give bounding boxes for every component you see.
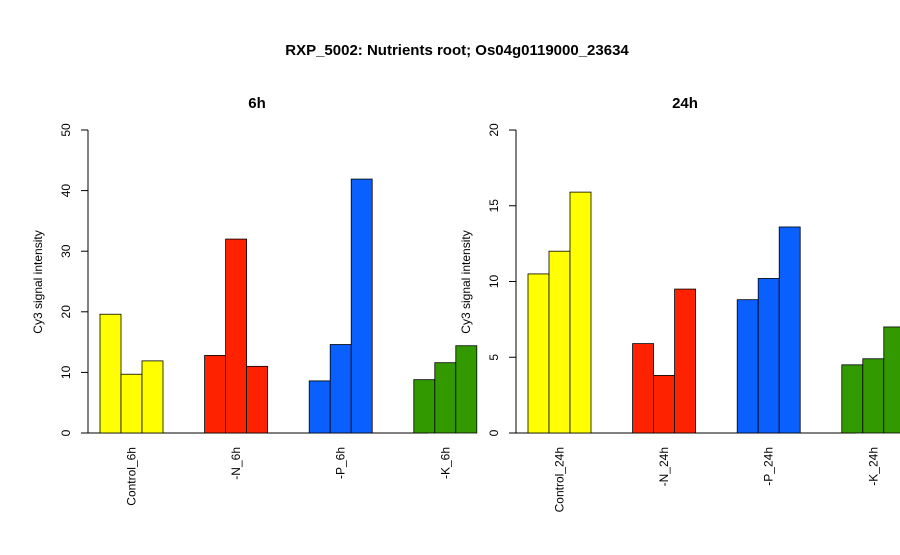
bar <box>329 344 352 434</box>
y-axis-label: Cy3 signal intensity <box>459 230 473 333</box>
bar <box>736 299 759 434</box>
bar <box>225 238 248 434</box>
bar <box>204 355 227 434</box>
y-tick-label: 30 <box>59 244 73 258</box>
x-category-label: -N_6h <box>229 447 243 480</box>
x-category-label: -P_24h <box>762 447 776 486</box>
y-tick-label: 50 <box>59 123 73 137</box>
y-tick-label: 0 <box>487 429 501 436</box>
y-tick-label: 40 <box>59 184 73 198</box>
x-category-label: -K_24h <box>866 447 880 486</box>
x-category-label: Control_6h <box>125 447 139 506</box>
bar <box>883 326 900 434</box>
bar <box>841 364 864 434</box>
bar <box>632 343 654 434</box>
bar <box>653 375 675 434</box>
x-category-label: -K_6h <box>438 447 452 479</box>
x-category-label: -P_6h <box>334 447 348 479</box>
bar <box>120 373 143 434</box>
bar <box>308 380 331 434</box>
bar <box>757 278 780 434</box>
y-tick-label: 0 <box>59 429 73 436</box>
bar <box>434 362 457 434</box>
bar <box>778 226 801 434</box>
y-tick-label: 10 <box>487 275 501 289</box>
bar <box>548 250 571 434</box>
figure-title: RXP_5002: Nutrients root; Os04g0119000_2… <box>285 42 629 59</box>
y-tick-label: 20 <box>59 305 73 319</box>
y-tick-label: 5 <box>487 354 501 361</box>
x-category-label: -N_24h <box>657 447 671 486</box>
panel-24h: 24h Cy3 signal intensity 0 5 10 15 20 Control… <box>459 95 900 512</box>
y-tick-label: 10 <box>59 365 73 379</box>
bar <box>674 288 696 434</box>
bar <box>455 345 478 434</box>
bar <box>527 273 550 434</box>
panel-6h: 6h Cy3 signal intensity 0 10 20 30 40 50 Contr… <box>31 95 478 506</box>
bar <box>246 365 269 434</box>
bar <box>141 360 164 434</box>
bar <box>569 191 592 434</box>
panel-title: 6h <box>248 95 266 112</box>
x-category-label: Control_24h <box>553 447 567 512</box>
bar <box>413 379 436 434</box>
bar <box>350 178 373 434</box>
bar <box>862 358 885 434</box>
y-axis-label: Cy3 signal intensity <box>31 230 45 333</box>
bar <box>99 313 122 434</box>
y-tick-label: 20 <box>487 123 501 137</box>
y-tick-label: 15 <box>487 199 501 213</box>
panel-title: 24h <box>672 95 698 112</box>
